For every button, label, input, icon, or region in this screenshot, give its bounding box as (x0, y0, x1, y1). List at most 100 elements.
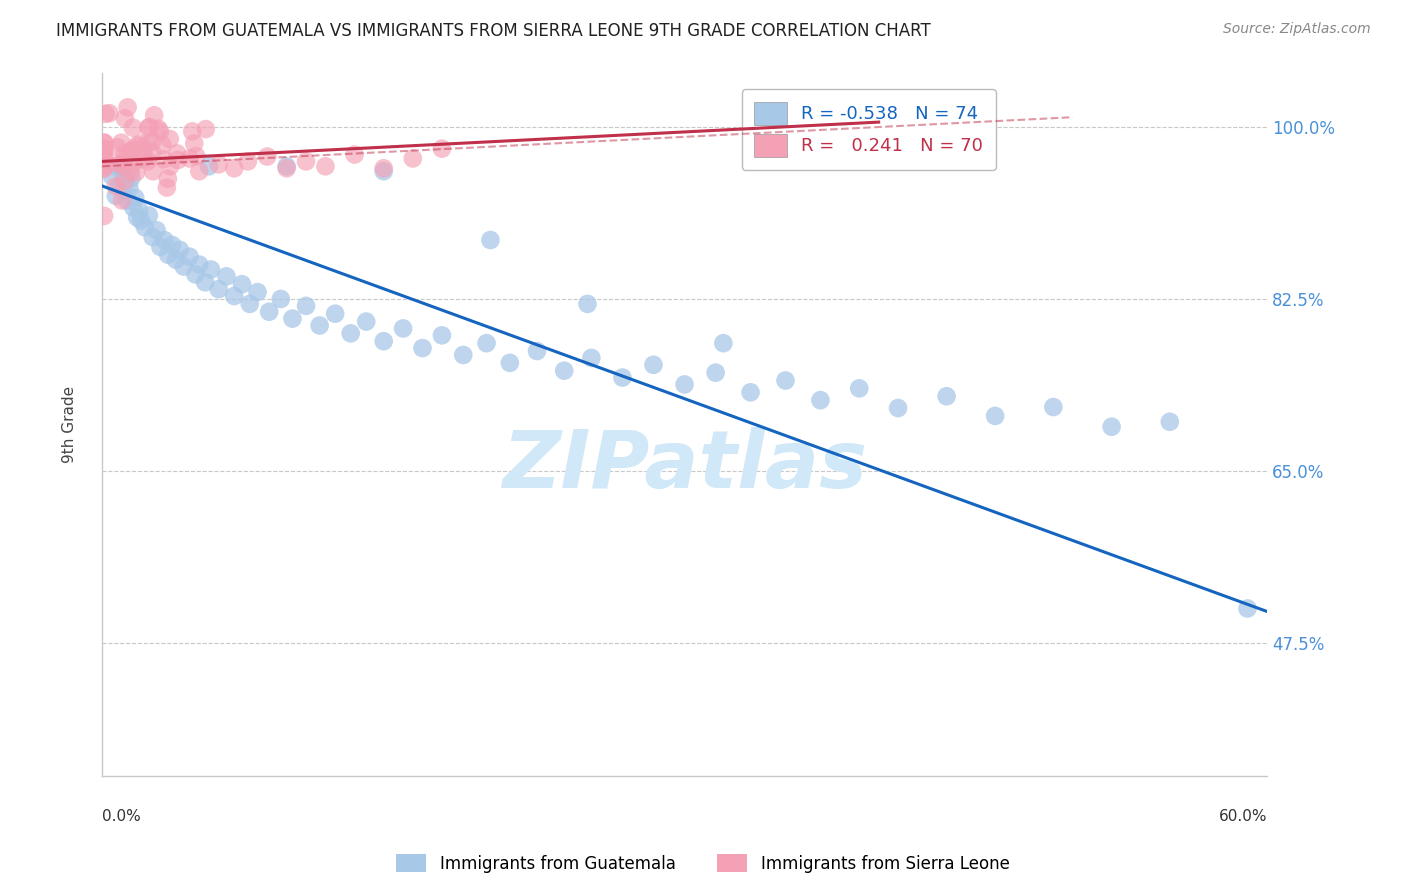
Point (1236, 601, 1258, 615)
Point (984, 409, 1007, 423)
Point (1101, 419, 1123, 434)
Point (887, 401, 910, 415)
Point (224, 289, 246, 303)
Text: 60.0%: 60.0% (1219, 809, 1267, 824)
Point (138, 120, 160, 134)
Point (208, 282, 231, 296)
Point (188, 164, 211, 178)
Point (129, 213, 152, 227)
Point (475, 336, 498, 351)
Text: Source: ZipAtlas.com: Source: ZipAtlas.com (1223, 22, 1371, 37)
Point (104, 189, 127, 203)
Point (281, 311, 304, 326)
Point (169, 243, 191, 257)
Point (295, 154, 318, 169)
Point (308, 318, 330, 333)
Point (711, 336, 734, 351)
Point (111, 194, 134, 208)
Point (179, 152, 201, 166)
Point (93, 209, 115, 223)
Point (246, 285, 269, 299)
Point (148, 121, 170, 136)
Point (93, 161, 115, 176)
Point (114, 174, 136, 188)
Point (373, 164, 395, 178)
Point (93, 150, 115, 164)
Point (107, 159, 129, 173)
Point (118, 181, 141, 195)
Point (339, 326, 361, 341)
Text: 9th Grade: 9th Grade (62, 385, 77, 463)
Point (149, 125, 172, 139)
Point (112, 184, 135, 198)
Point (104, 179, 127, 194)
Point (93, 158, 115, 172)
Point (108, 178, 131, 193)
Point (323, 307, 346, 321)
Point (224, 161, 246, 176)
Point (142, 230, 165, 244)
Point (775, 374, 797, 388)
Point (132, 152, 155, 166)
Point (430, 142, 453, 156)
Point (124, 191, 146, 205)
Point (134, 220, 156, 235)
Point (121, 120, 143, 135)
Point (152, 138, 174, 153)
Point (740, 385, 762, 400)
Point (117, 194, 139, 208)
Point (184, 268, 207, 282)
Point (93, 153, 115, 167)
Point (231, 277, 253, 292)
Point (239, 297, 262, 311)
Text: 0.0%: 0.0% (103, 809, 141, 824)
Point (156, 180, 179, 194)
Point (215, 269, 238, 284)
Point (93, 148, 115, 162)
Point (188, 258, 211, 272)
Point (173, 260, 195, 274)
Point (612, 370, 634, 384)
Text: ZIPatlas: ZIPatlas (502, 427, 868, 506)
Point (93, 142, 115, 156)
Point (200, 262, 222, 277)
Point (412, 341, 434, 355)
Point (108, 157, 131, 171)
Point (134, 150, 156, 164)
Point (430, 328, 453, 343)
Point (848, 381, 870, 395)
Point (153, 233, 176, 247)
Point (276, 161, 298, 176)
Point (101, 169, 124, 183)
Point (198, 159, 221, 173)
Point (120, 171, 142, 186)
Point (1042, 400, 1064, 414)
Point (93, 136, 115, 150)
Point (136, 137, 159, 152)
Point (704, 366, 727, 380)
Point (129, 136, 152, 151)
Point (136, 154, 159, 169)
Point (499, 356, 522, 370)
Point (142, 164, 165, 178)
Point (160, 238, 183, 252)
Point (526, 344, 548, 359)
Point (122, 143, 145, 157)
Point (479, 233, 502, 247)
Point (236, 154, 259, 169)
Legend: Immigrants from Guatemala, Immigrants from Sierra Leone: Immigrants from Guatemala, Immigrants fr… (389, 847, 1017, 880)
Point (451, 348, 474, 362)
Point (110, 136, 132, 150)
Point (181, 124, 204, 138)
Point (138, 120, 160, 135)
Point (93, 161, 115, 175)
Point (581, 351, 603, 365)
Point (127, 211, 149, 225)
Point (553, 364, 575, 378)
Point (276, 159, 298, 173)
Point (149, 240, 172, 254)
Point (256, 149, 278, 163)
Point (165, 252, 187, 267)
Point (94, 107, 117, 121)
Point (141, 145, 163, 160)
